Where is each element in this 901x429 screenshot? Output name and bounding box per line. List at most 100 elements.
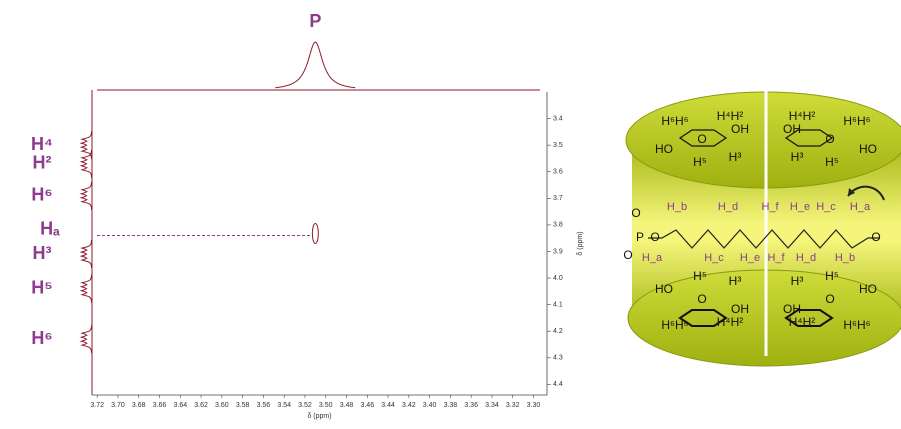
y-tick-label: 4.4 — [553, 381, 563, 388]
x-tick-label: 3.56 — [257, 402, 271, 409]
chain-label: H_a — [850, 201, 871, 213]
sugar-label: H⁴H² — [789, 109, 815, 123]
x-tick-label: 3.36 — [464, 402, 478, 409]
sugar-label: OH — [783, 122, 801, 136]
sugar-label: H⁵ — [693, 155, 707, 169]
y-tick-label: 3.9 — [553, 248, 563, 255]
chain-label: H_c — [816, 201, 836, 213]
chain-label: H_f — [767, 252, 785, 264]
y-tick-label: 3.6 — [553, 169, 563, 176]
x-tick-label: 3.58 — [236, 402, 250, 409]
chain-label: H_c — [704, 252, 724, 264]
y-tick-label: 4.3 — [553, 355, 563, 362]
top-cap — [625, 91, 901, 189]
sugar-label: HO — [655, 142, 673, 156]
x-tick-label: 3.70 — [111, 402, 125, 409]
sugar-label: H⁶H⁶ — [661, 318, 688, 332]
x-tick-label: 3.60 — [215, 402, 229, 409]
sugar-label: H⁵ — [693, 269, 707, 283]
x-tick-label: 3.72 — [90, 402, 104, 409]
chain-label: H_b — [835, 252, 855, 264]
x-tick-label: 3.68 — [132, 402, 146, 409]
sugar-ring — [678, 309, 728, 327]
sugar-label: H⁴H² — [717, 109, 743, 123]
sugar-label: H⁶H⁶ — [843, 318, 870, 332]
sugar-label: OH — [731, 122, 749, 136]
chain-label: H_d — [796, 252, 816, 264]
x-tick-label: 3.50 — [319, 402, 333, 409]
x-tick-label: 3.46 — [360, 402, 374, 409]
f1-multiplet — [79, 149, 93, 178]
x-tick-label: 3.40 — [423, 402, 437, 409]
sugar-label: H⁵ — [825, 269, 839, 283]
y-axis-label: δ (ppm) — [577, 231, 584, 255]
peak-label: Hₐ — [40, 218, 60, 238]
sugar-label: OH — [731, 302, 749, 316]
y-tick-label: 3.8 — [553, 222, 563, 229]
x-tick-label: 3.32 — [506, 402, 520, 409]
atom-label: O — [623, 248, 632, 262]
sugar-label: H³ — [791, 150, 804, 164]
atom-label: P — [636, 230, 644, 244]
cross-peak — [311, 223, 319, 245]
peak-label: H⁶ — [31, 328, 52, 348]
peak-label: H³ — [33, 243, 52, 263]
arrow-head — [848, 188, 855, 196]
sugar-label: H⁶H⁶ — [661, 114, 688, 128]
sugar-label: HO — [859, 142, 877, 156]
sugar-ring — [678, 129, 728, 147]
y-tick-label: 3.4 — [553, 115, 563, 122]
x-tick-label: 3.62 — [194, 402, 208, 409]
f1-multiplet — [79, 181, 93, 210]
y-tick-label: 3.7 — [553, 195, 563, 202]
chain-label: H_d — [718, 201, 738, 213]
f1-multiplet — [79, 325, 93, 354]
chain-label: H_e — [790, 201, 810, 213]
sugar-label: O — [697, 292, 706, 306]
f1-multiplet — [79, 274, 93, 303]
atom-label: O — [871, 230, 880, 244]
peak-label: P — [309, 11, 321, 31]
sugar-label: OH — [783, 302, 801, 316]
sugar-label: H³ — [791, 274, 804, 288]
f1-multiplet — [79, 240, 93, 269]
spectrum: 3.72 3.70 3.68 3.66 3.64 3.62 3.60 3.58 3.56 3.54… — [31, 11, 584, 420]
x-axis-label: δ (ppm) — [307, 413, 331, 420]
peak-label: H⁵ — [31, 277, 52, 297]
sugar-ring — [784, 309, 834, 327]
x-tick-label: 3.52 — [298, 402, 312, 409]
chain-label: H_e — [740, 252, 760, 264]
sugar-label: HO — [859, 282, 877, 296]
sugar-label: H³ — [729, 150, 742, 164]
chain-bond — [648, 229, 880, 249]
x-tick-label: 3.34 — [485, 402, 499, 409]
sugar-label: H⁵ — [825, 155, 839, 169]
atom-label: O — [631, 206, 640, 220]
x-tick-label: 3.30 — [527, 402, 541, 409]
x-tick-label: 3.42 — [402, 402, 416, 409]
x-tick-label: 3.44 — [381, 402, 395, 409]
y-tick-label: 4.2 — [553, 328, 563, 335]
chain-label: H_a — [642, 252, 663, 264]
y-tick-label: 3.5 — [553, 142, 563, 149]
x-tick-label: 3.38 — [444, 402, 458, 409]
peak-label: H⁶ — [31, 184, 52, 204]
y-tick-label: 4.1 — [553, 301, 563, 308]
sugar-label: H³ — [729, 274, 742, 288]
chain-label: H_f — [761, 201, 779, 213]
f2-peak — [275, 41, 356, 89]
atom-label: O — [650, 230, 659, 244]
sugar-ring — [784, 129, 834, 147]
peak-label: H⁴ — [31, 134, 53, 154]
y-tick-label: 4.0 — [553, 275, 563, 282]
peak-label: H² — [33, 153, 52, 173]
x-tick-label: 3.54 — [277, 402, 291, 409]
x-tick-label: 3.48 — [340, 402, 354, 409]
sugar-label: O — [825, 292, 834, 306]
x-tick-label: 3.66 — [153, 402, 167, 409]
chain-label: H_b — [667, 201, 687, 213]
sugar-label: O — [697, 132, 706, 146]
x-tick-label: 3.64 — [173, 402, 187, 409]
